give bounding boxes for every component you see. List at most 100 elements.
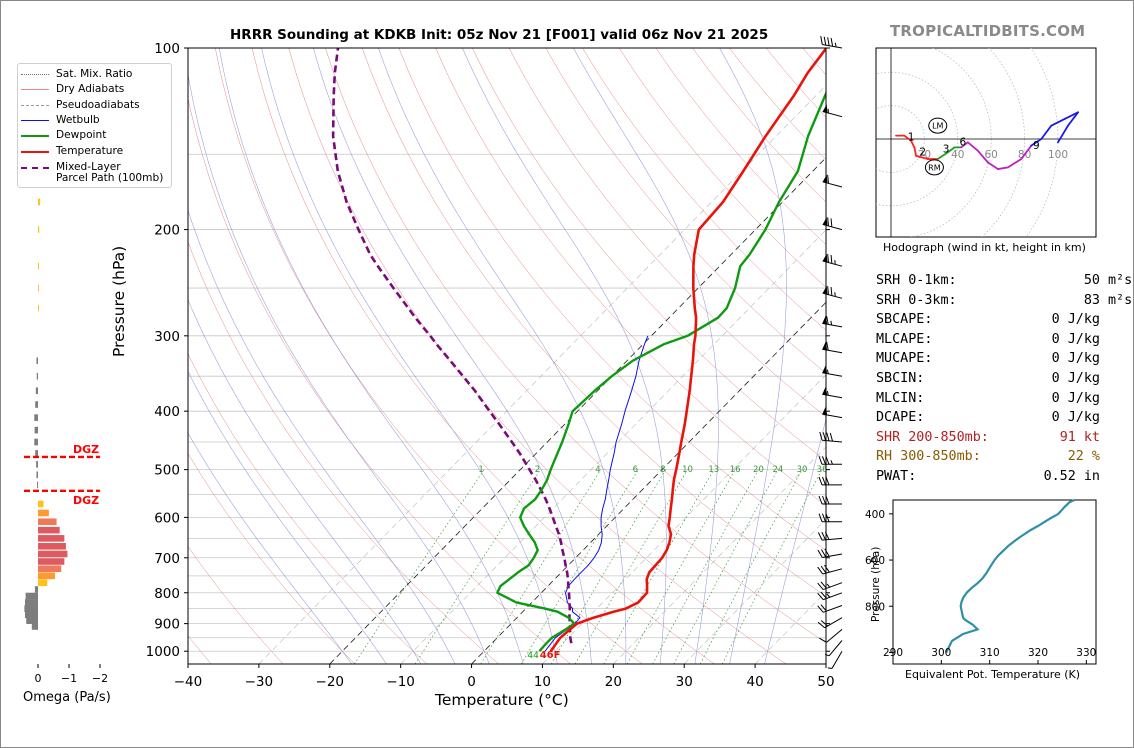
param-label: SRH 0-1km: xyxy=(876,273,957,288)
param-value: 0 J/kg xyxy=(1051,312,1100,328)
thetae-x-tick-label: 290 xyxy=(883,647,903,659)
hodo-segment xyxy=(1030,138,1043,147)
dewpoint-line xyxy=(496,90,826,652)
wind-barb xyxy=(817,604,843,613)
wind-barb-half xyxy=(826,583,831,588)
wind-barb xyxy=(822,217,843,231)
mixing-ratio-line xyxy=(699,469,803,664)
omega-bar xyxy=(38,558,65,565)
x-tick-label: −40 xyxy=(174,674,203,690)
mixing-ratio-label: 20 xyxy=(753,465,764,475)
y-tick-label: 700 xyxy=(154,551,180,567)
skewt-plot-area: 1 2 4 6 8 10 13 16 20 24 30 36 xyxy=(188,48,826,664)
temperature-line xyxy=(549,48,826,652)
omega-axis-label: Omega (Pa/s) xyxy=(23,690,111,705)
param-row: MLCAPE: 0 J/kg xyxy=(876,330,1134,350)
param-value: 0 J/kg xyxy=(1051,351,1100,367)
x-tick-label: 0 xyxy=(467,674,476,690)
moist-adiabat xyxy=(188,432,353,664)
omega-bar xyxy=(38,518,57,526)
wind-barb-staff xyxy=(831,650,843,669)
isotherm-dashed xyxy=(258,84,826,664)
wind-barb-full xyxy=(825,495,830,505)
dry-adiabat xyxy=(325,48,826,644)
wind-barb-full xyxy=(825,513,830,522)
legend-label: Dry Adiabats xyxy=(56,83,125,95)
wind-barb-full xyxy=(820,620,829,627)
y-tick-label: 300 xyxy=(154,329,180,345)
wind-barb-full xyxy=(820,591,827,599)
legend-item: Mixed-Layer xyxy=(21,160,121,174)
wind-barb-staff xyxy=(828,640,843,657)
hodo-segment xyxy=(913,146,917,157)
wind-barb xyxy=(817,531,843,541)
wind-barb-half xyxy=(826,593,831,598)
legend: Sat. Mix. Ratio Dry Adiabats Pseudoadiabat… xyxy=(17,63,172,188)
wind-barb-staff xyxy=(822,181,843,188)
wind-barb xyxy=(817,564,843,575)
wind-barb-staff xyxy=(822,223,843,231)
wind-barb-full xyxy=(826,341,829,351)
hodo-segment xyxy=(936,151,949,160)
wind-barb-half xyxy=(834,260,836,265)
wind-barb xyxy=(818,495,842,505)
x-tick-label: 30 xyxy=(676,674,693,690)
surface-temp-label: 46F xyxy=(540,650,561,661)
wind-barb-full xyxy=(827,217,829,227)
omega-bar xyxy=(38,304,39,312)
wind-barb-full xyxy=(822,432,827,441)
wind-barb-full xyxy=(820,581,827,589)
omega-tick-label: 0 xyxy=(35,672,42,685)
wind-barb xyxy=(822,365,843,377)
wind-barb-half xyxy=(827,667,833,670)
hodograph-area: 2040608010012369LMRM xyxy=(876,48,1096,237)
wind-barb-full xyxy=(829,432,834,442)
wind-barb-full xyxy=(827,286,829,295)
omega-bar xyxy=(37,481,39,489)
omega-bar xyxy=(38,550,68,558)
mixing-ratio-label: 24 xyxy=(772,465,783,475)
thetae-frame xyxy=(892,499,1097,665)
wind-barb-full xyxy=(818,637,827,643)
mixing-ratio-label: 4 xyxy=(595,465,600,475)
omega-bar xyxy=(25,592,38,600)
wind-barb-full xyxy=(830,287,833,296)
omega-bar xyxy=(36,461,38,468)
legend-swatch-line xyxy=(21,135,49,137)
dgz-label: DGZ xyxy=(73,443,99,456)
wind-barb-full xyxy=(822,476,826,486)
omega-bar xyxy=(36,471,38,479)
wind-barb xyxy=(818,513,842,523)
legend-item: Parcel Path (100mb) xyxy=(21,171,163,185)
wind-barb-staff xyxy=(826,629,843,643)
hodo-height-label: 9 xyxy=(1033,140,1040,152)
x-axis-label: Temperature (°C) xyxy=(435,691,569,709)
thetae-line xyxy=(945,499,1075,654)
wind-barb-full xyxy=(818,513,823,522)
omega-bar xyxy=(38,535,65,542)
mixing-ratio-label: 2 xyxy=(535,465,540,475)
y-axis-label: Pressure (hPa) xyxy=(110,245,128,357)
y-tick-label: 100 xyxy=(154,41,180,57)
omega-bar xyxy=(35,401,38,408)
legend-swatch xyxy=(21,172,49,184)
omega-bar xyxy=(38,500,44,508)
moist-adiabat xyxy=(462,48,667,664)
omega-bar xyxy=(34,426,38,434)
hodo-segment xyxy=(915,154,929,160)
param-row: SBCIN: 0 J/kg xyxy=(876,369,1134,389)
chart-title: HRRR Sounding at KDKB Init: 05z Nov 21 [… xyxy=(230,27,769,43)
legend-item: Wetbulb xyxy=(21,113,100,127)
omega-bar xyxy=(38,284,39,292)
dry-adiabat xyxy=(188,353,428,664)
storm-motion-marker xyxy=(928,117,948,134)
mixing-ratio-label: 30 xyxy=(797,465,808,475)
param-value: 0 J/kg xyxy=(1051,331,1100,347)
hodo-segment xyxy=(976,149,989,164)
wind-barb xyxy=(822,253,843,267)
wind-barb-full xyxy=(817,582,824,590)
mixing-ratio-line xyxy=(480,469,602,664)
storm-motion-marker xyxy=(924,159,944,176)
wind-barb xyxy=(817,617,843,629)
